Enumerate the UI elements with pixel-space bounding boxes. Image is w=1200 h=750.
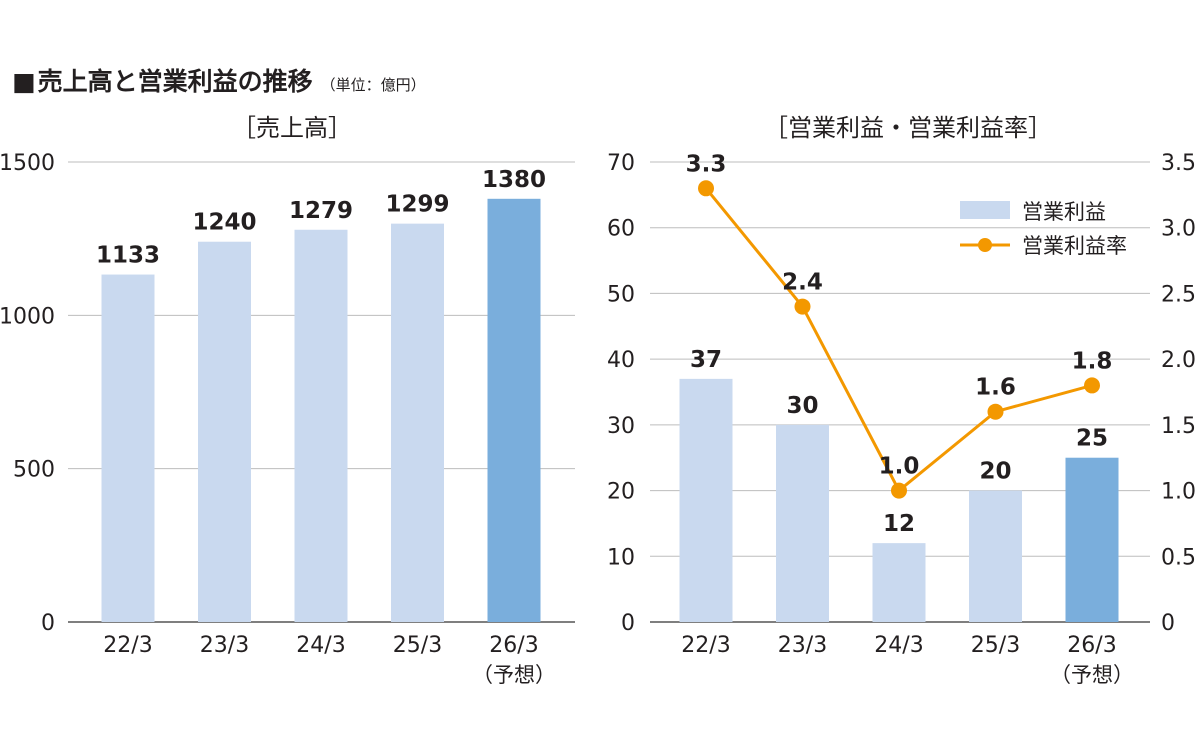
sales-x-tick-label: 22/3: [103, 633, 152, 658]
profit-y-tick-label: 50: [607, 282, 635, 307]
margin-marker: [794, 298, 811, 315]
profit-bar: [776, 424, 829, 622]
profit-y-tick-label: 10: [607, 545, 635, 570]
sales-x-tick-label: 25/3: [393, 633, 442, 658]
margin-y2-tick-label: 1.0: [1161, 480, 1196, 505]
sales-y-tick-label: 1500: [0, 151, 55, 176]
margin-y2-tick-label: 3.5: [1161, 151, 1196, 176]
legend-bar-swatch: [960, 201, 1010, 219]
margin-value-label: 3.3: [686, 151, 727, 177]
margin-y2-tick-label: 1.5: [1161, 414, 1196, 439]
unit-note: （単位：億円）: [320, 76, 426, 94]
sales-bar: [391, 223, 444, 622]
profit-value-label: 37: [690, 347, 722, 373]
sales-bar: [294, 229, 348, 623]
profit-x-tick-label: 22/3: [681, 633, 730, 658]
margin-y2-tick-label: 2.0: [1161, 348, 1196, 373]
profit-x-tick-sublabel: （予想）: [1050, 663, 1134, 687]
sales-value-label: 1299: [385, 192, 449, 218]
sales-y-tick-label: 1000: [0, 304, 55, 329]
sales-x-tick-label: 24/3: [296, 633, 345, 658]
margin-marker: [987, 403, 1004, 420]
profit-value-label: 30: [786, 393, 818, 419]
profit-bar: [1065, 457, 1119, 622]
margin-value-label: 1.8: [1072, 348, 1113, 374]
sales-bar: [198, 241, 251, 622]
sales-x-tick-label: 23/3: [200, 633, 249, 658]
margin-value-label: 1.0: [879, 454, 920, 480]
profit-value-label: 25: [1076, 426, 1108, 452]
margin-y2-tick-label: 2.5: [1161, 282, 1196, 307]
sales-value-label: 1240: [192, 210, 256, 236]
profit-y-tick-label: 20: [607, 480, 635, 505]
profit-value-label: 20: [979, 459, 1011, 485]
sales-y-tick-label: 500: [13, 458, 55, 483]
sales-value-label: 1279: [289, 198, 353, 224]
profit-bar: [969, 490, 1022, 622]
margin-y2-tick-label: 0: [1161, 611, 1175, 636]
page-title: ■売上高と営業利益の推移 （単位：億円）: [12, 62, 426, 98]
profit-y-tick-label: 0: [621, 611, 635, 636]
profit-x-tick-label: 23/3: [778, 633, 827, 658]
margin-marker: [891, 482, 907, 499]
profit-y-tick-label: 60: [607, 217, 635, 242]
legend-bar-label: 営業利益: [1022, 200, 1106, 224]
profit-x-tick-label: 24/3: [874, 633, 923, 658]
margin-marker: [698, 180, 714, 197]
sales-bar: [487, 198, 541, 623]
profit-bar: [679, 378, 733, 622]
margin-y2-tick-label: 3.0: [1161, 217, 1196, 242]
margin-value-label: 1.6: [975, 375, 1016, 401]
title-square-icon: ■: [12, 67, 36, 96]
sales-x-tick-label: 26/3: [489, 633, 538, 658]
sales-y-tick-label: 0: [41, 611, 55, 636]
margin-marker: [1084, 377, 1100, 394]
sales-value-label: 1133: [96, 243, 160, 269]
profit-y-tick-label: 40: [607, 348, 635, 373]
sales-bar: [101, 274, 155, 622]
profit-bar: [872, 543, 926, 622]
sales-x-tick-sublabel: （予想）: [472, 663, 556, 687]
profit-chart-title: ［営業利益・営業利益率］: [764, 114, 1052, 142]
profit-y-tick-label: 70: [607, 151, 635, 176]
profit-value-label: 12: [883, 511, 915, 537]
page-title-text: 売上高と営業利益の推移: [37, 67, 313, 96]
sales-value-label: 1380: [482, 167, 546, 193]
sales-chart-title: ［売上高］: [232, 114, 352, 142]
profit-x-tick-label: 25/3: [971, 633, 1020, 658]
legend-line-label: 営業利益率: [1022, 234, 1127, 258]
profit-y-tick-label: 30: [607, 414, 635, 439]
margin-y2-tick-label: 0.5: [1161, 545, 1196, 570]
legend-line-marker: [978, 238, 992, 252]
margin-value-label: 2.4: [782, 270, 823, 296]
profit-x-tick-label: 26/3: [1067, 633, 1116, 658]
